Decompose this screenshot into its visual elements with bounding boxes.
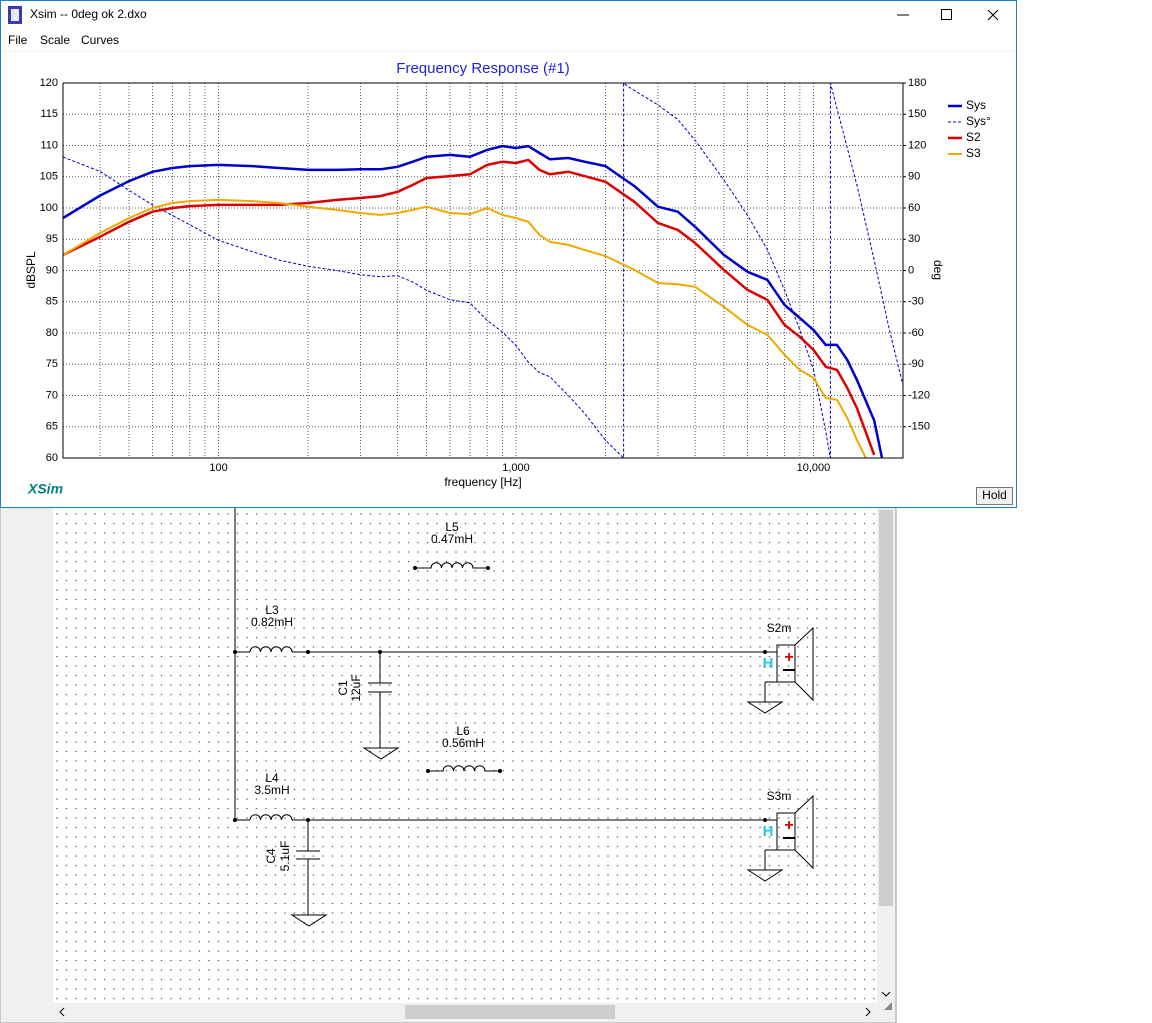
component-value: 3.5mH — [254, 783, 289, 797]
x-tick-label: 10,000 — [797, 462, 831, 474]
y-axis-label: dBSPL — [24, 251, 38, 289]
schematic-window: H + H + L5 0.47mH L3 0.82mH C1 12uF L6 0… — [0, 506, 897, 1023]
component-value: 0.56mH — [442, 736, 484, 750]
menu-item[interactable]: Curves — [81, 33, 119, 47]
component-name: L4 — [265, 771, 279, 785]
x-tick-label: 100 — [209, 462, 227, 474]
app-icon-inner — [11, 9, 19, 21]
y2-tick-label: 180 — [908, 77, 926, 89]
ground-symbol — [290, 701, 784, 927]
hold-button[interactable] — [976, 487, 1013, 505]
chart-title: Frequency Response (#1) — [396, 60, 569, 77]
y-tick-label: 90 — [46, 264, 58, 276]
y2-tick-label: -30 — [908, 296, 924, 308]
y-tick-label: 85 — [46, 296, 58, 308]
size-grip — [884, 1002, 892, 1010]
wire — [234, 507, 766, 915]
y2-tick-label: 30 — [908, 233, 920, 245]
y-tick-label: 115 — [40, 108, 58, 120]
driver-symbol: H + H + — [763, 626, 814, 870]
series-line — [63, 198, 867, 458]
legend-label: S3 — [966, 146, 981, 160]
legend-label: Sys° — [966, 114, 991, 128]
scroll-left-arrow[interactable] — [59, 1007, 65, 1017]
hold-button-label[interactable]: Hold — [982, 488, 1007, 502]
scroll-right-arrow[interactable] — [865, 1007, 871, 1017]
y2-tick-label: 0 — [908, 264, 914, 276]
menu-item[interactable]: File — [8, 33, 28, 47]
y-tick-label: 105 — [40, 171, 58, 183]
junctions — [233, 566, 767, 822]
y-tick-label: 65 — [46, 421, 58, 433]
driver-name: S2m — [767, 621, 792, 635]
legend-label: S2 — [966, 130, 981, 144]
component-name: C1 — [336, 680, 350, 696]
series-line — [63, 83, 903, 458]
component-name: L3 — [265, 603, 279, 617]
menu-item[interactable]: Scale — [40, 33, 70, 47]
component-name: C4 — [264, 848, 278, 864]
y-tick-label: 60 — [46, 452, 58, 464]
component-value: 5.1uF — [278, 841, 292, 872]
svg-text:+: + — [784, 817, 793, 834]
y2-tick-label: 150 — [908, 108, 926, 120]
svg-text:+: + — [784, 649, 793, 666]
y2-tick-label: -90 — [908, 358, 924, 370]
x-axis-label: frequency [Hz] — [444, 475, 521, 489]
component-name: L5 — [445, 520, 459, 534]
y2-tick-label: 90 — [908, 171, 920, 183]
dot-grid — [53, 508, 877, 1003]
y2-tick-label: -120 — [908, 389, 930, 401]
driver-name: S3m — [767, 789, 792, 803]
y2-tick-label: -150 — [908, 421, 930, 433]
y2-tick-label: 60 — [908, 202, 920, 214]
svg-text:H: H — [763, 655, 774, 672]
scroll-thumb[interactable] — [405, 1005, 615, 1019]
legend-label: Sys — [966, 98, 986, 112]
component-name: L6 — [456, 724, 470, 738]
series-line — [63, 144, 884, 458]
component-value: 0.82mH — [251, 615, 293, 629]
close-button[interactable] — [987, 9, 999, 21]
inductor-symbol — [249, 562, 500, 821]
y-tick-label: 120 — [40, 77, 58, 89]
window-title: Xsim -- 0deg ok 2.dxo — [30, 7, 147, 21]
y-tick-label: 110 — [40, 139, 58, 151]
scroll-thumb[interactable] — [879, 510, 893, 906]
series-line — [63, 158, 876, 456]
svg-text:H: H — [763, 823, 774, 840]
y-tick-label: 100 — [40, 202, 58, 214]
branding: XSim — [27, 481, 63, 497]
y2-axis-label: deg — [931, 260, 945, 280]
y-tick-label: 75 — [46, 358, 58, 370]
chart: Frequency Response (#1) 100 1,000 10,000 60 6… — [24, 60, 991, 489]
y-tick-label: 95 — [46, 233, 58, 245]
y-tick-label: 70 — [46, 389, 58, 401]
y-tick-label: 80 — [46, 327, 58, 339]
x-tick-label: 1,000 — [502, 462, 530, 474]
y2-tick-label: -60 — [908, 327, 924, 339]
scroll-down-arrow[interactable] — [881, 991, 891, 997]
component-value: 0.47mH — [431, 532, 473, 546]
plot-frame — [62, 82, 904, 459]
y2-tick-label: 120 — [908, 139, 926, 151]
maximize-button[interactable] — [941, 9, 952, 20]
component-value: 12uF — [349, 674, 363, 701]
capacitor-symbol — [296, 682, 392, 860]
